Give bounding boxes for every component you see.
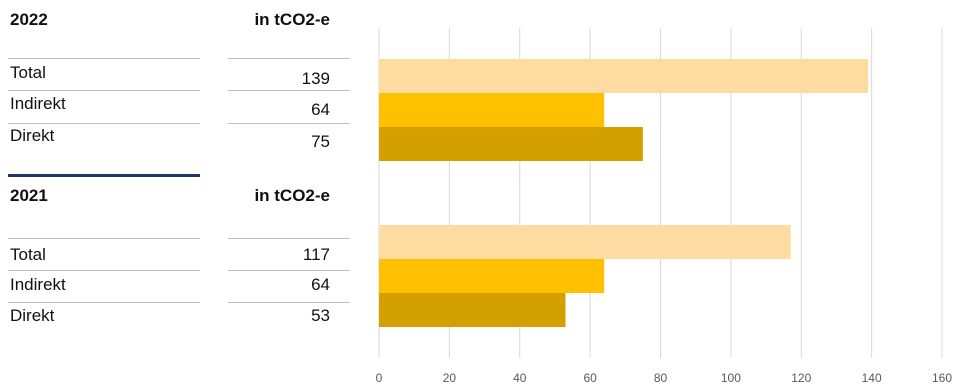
row-divider bbox=[8, 302, 200, 303]
bar-total-2022 bbox=[379, 59, 869, 93]
row-label-indirekt: Indirekt bbox=[10, 275, 66, 294]
row-label-direkt: Direkt bbox=[10, 306, 55, 325]
row-value-direkt: 53 bbox=[311, 306, 330, 325]
bar-indirekt-2021 bbox=[379, 259, 605, 293]
row-divider bbox=[228, 238, 350, 239]
row-label-total: Total bbox=[10, 245, 46, 264]
row-value-indirekt: 64 bbox=[311, 100, 330, 119]
row-divider bbox=[228, 123, 350, 124]
year-heading: 2022 bbox=[10, 10, 48, 29]
row-divider bbox=[228, 58, 350, 59]
bar-indirekt-2022 bbox=[379, 93, 605, 127]
x-tick-label: 120 bbox=[791, 371, 811, 385]
row-label-indirekt: Indirekt bbox=[10, 94, 66, 113]
row-value-indirekt: 64 bbox=[311, 275, 330, 294]
x-tick-label: 60 bbox=[583, 371, 597, 385]
x-tick-label: 140 bbox=[862, 371, 882, 385]
x-tick-label: 40 bbox=[513, 371, 527, 385]
row-value-total: 139 bbox=[301, 69, 330, 88]
x-tick-label: 100 bbox=[721, 371, 741, 385]
bar-direkt-2021 bbox=[379, 293, 566, 327]
row-label-direkt: Direkt bbox=[10, 126, 55, 145]
unit-heading: in tCO2-e bbox=[254, 186, 330, 205]
row-divider bbox=[8, 238, 200, 239]
row-label-total: Total bbox=[10, 63, 46, 82]
x-tick-label: 20 bbox=[443, 371, 457, 385]
row-divider bbox=[228, 302, 350, 303]
x-tick-label: 0 bbox=[376, 371, 383, 385]
row-divider bbox=[8, 123, 200, 124]
unit-heading: in tCO2-e bbox=[254, 10, 330, 29]
row-divider bbox=[8, 270, 200, 271]
x-tick-label: 160 bbox=[932, 371, 952, 385]
row-value-total: 117 bbox=[302, 245, 330, 264]
row-divider bbox=[8, 58, 200, 59]
row-divider bbox=[228, 90, 350, 91]
year-separator bbox=[8, 174, 200, 177]
x-tick-label: 80 bbox=[654, 371, 668, 385]
row-divider bbox=[228, 270, 350, 271]
row-divider bbox=[8, 90, 200, 91]
bar-total-2021 bbox=[379, 225, 791, 259]
bar-direkt-2022 bbox=[379, 127, 643, 161]
year-heading: 2021 bbox=[10, 186, 48, 205]
row-value-direkt: 75 bbox=[311, 132, 330, 151]
